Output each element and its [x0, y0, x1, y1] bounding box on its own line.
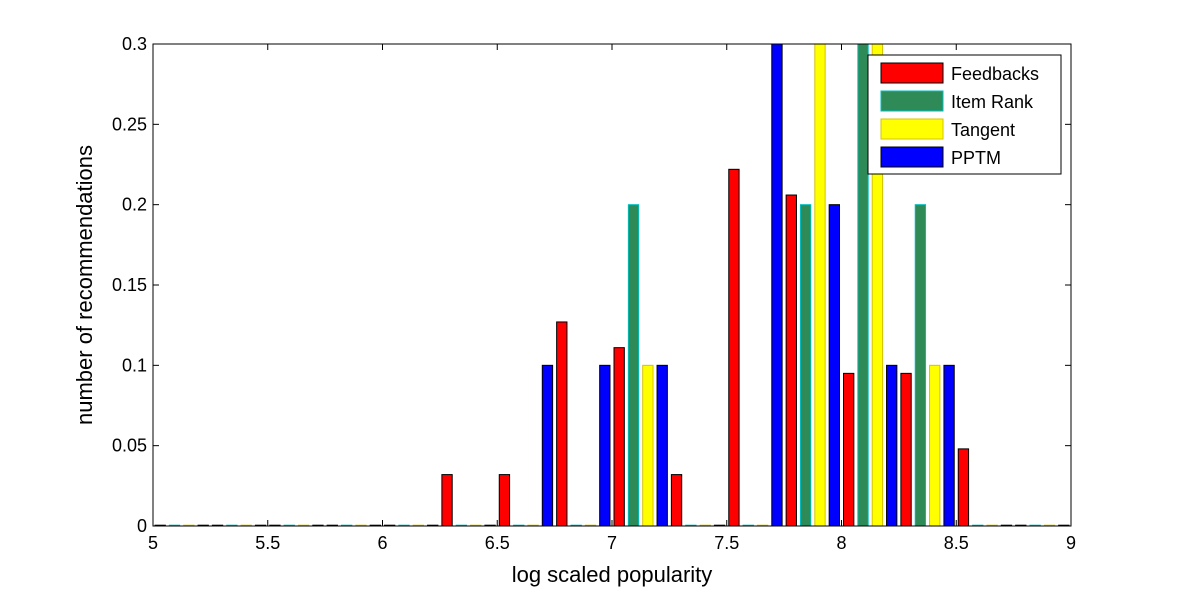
y-tick-label: 0 — [137, 516, 147, 536]
y-axis-label: number of recommendations — [72, 145, 97, 425]
bar-pptm-8 — [656, 364, 668, 527]
bar-feedbacks-11 — [785, 194, 797, 527]
x-tick-label: 5.5 — [255, 533, 280, 553]
bar-pptm-13 — [943, 364, 955, 527]
bar-feedbacks-8 — [613, 347, 625, 527]
legend-label-tangent: Tangent — [951, 120, 1015, 140]
legend-swatch-tangent — [880, 118, 944, 140]
bar-item-rank-11 — [799, 204, 812, 527]
x-tick-label: 6.5 — [485, 533, 510, 553]
y-tick-label: 0.25 — [112, 114, 147, 134]
bar-item-rank-13 — [914, 204, 927, 527]
bar-feedbacks-13 — [900, 372, 912, 527]
bar-pptm-6 — [541, 364, 554, 527]
x-tick-label: 9 — [1066, 533, 1076, 553]
bar-tangent-8 — [642, 364, 654, 527]
bar-feedbacks-6 — [498, 474, 511, 527]
legend-swatch-item-rank — [880, 90, 944, 112]
x-tick-label: 5 — [148, 533, 158, 553]
bar-feedbacks-7 — [556, 321, 568, 527]
legend: Feedbacks Item Rank Tangent PPTM — [867, 54, 1062, 175]
bar-feedbacks-10 — [728, 168, 740, 527]
bar-item-rank-12 — [857, 43, 869, 527]
legend-label-pptm: PPTM — [951, 148, 1001, 168]
x-tick-label: 8.5 — [944, 533, 969, 553]
bar-feedbacks-5 — [441, 474, 453, 527]
bar-item-rank-8 — [627, 204, 640, 527]
bar-pptm-10 — [771, 43, 783, 527]
x-tick-label: 6 — [377, 533, 387, 553]
y-tick-label: 0.3 — [122, 34, 147, 54]
y-tick-label: 0.05 — [112, 436, 147, 456]
x-axis: 5 5.5 6 6.5 7 7.5 8 8.5 9 — [148, 44, 1076, 553]
bar-tangent-13 — [929, 364, 941, 527]
y-tick-label: 0.1 — [122, 355, 147, 375]
bar-pptm-7 — [599, 364, 611, 527]
legend-label-item-rank: Item Rank — [951, 92, 1034, 112]
legend-swatch-feedbacks — [880, 62, 944, 84]
bar-feedbacks-9 — [670, 474, 683, 527]
bar-tangent-11 — [814, 43, 826, 527]
legend-label-feedbacks: Feedbacks — [951, 64, 1039, 84]
legend-swatch-pptm — [880, 146, 944, 168]
x-tick-label: 7 — [607, 533, 617, 553]
y-tick-label: 0.2 — [122, 195, 147, 215]
x-tick-label: 8 — [836, 533, 846, 553]
bar-pptm-11 — [828, 204, 840, 527]
bar-feedbacks-12 — [843, 372, 855, 527]
y-axis: 0 0.05 0.1 0.15 0.2 0.25 0.3 — [112, 34, 1071, 536]
x-tick-label: 7.5 — [714, 533, 739, 553]
x-axis-label: log scaled popularity — [512, 562, 713, 587]
bar-pptm-12 — [886, 364, 898, 527]
bar-feedbacks-14 — [957, 448, 970, 527]
y-tick-label: 0.15 — [112, 275, 147, 295]
